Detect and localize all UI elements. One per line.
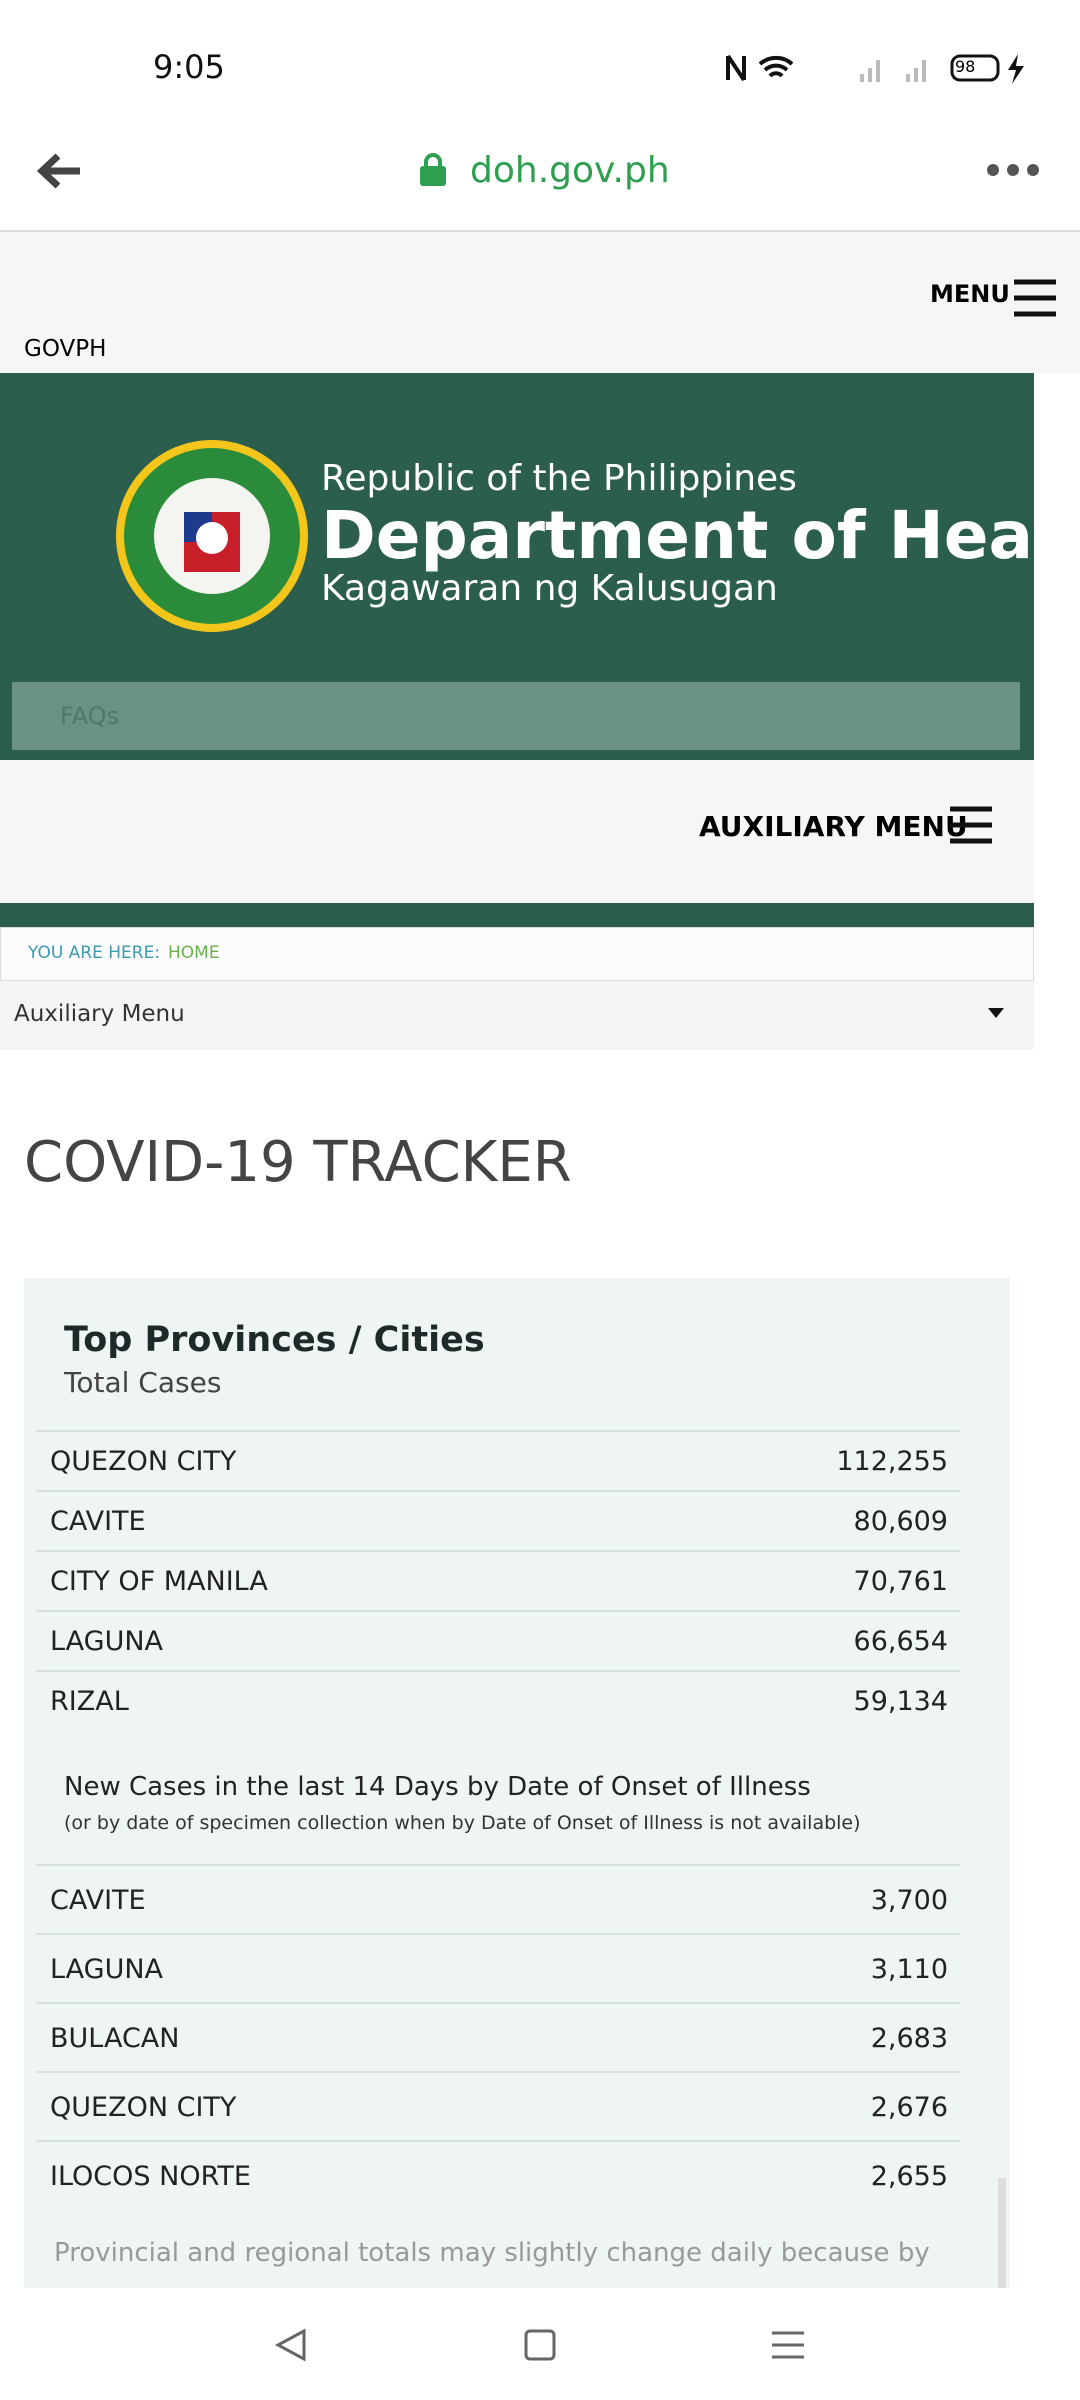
- table-row: LAGUNA 66,654: [36, 1610, 960, 1672]
- row-name: CITY OF MANILA: [50, 1566, 268, 1597]
- battery: 98: [955, 57, 976, 76]
- row-name: LAGUNA: [50, 1626, 164, 1657]
- table-row: CITY OF MANILA 70,761: [36, 1550, 960, 1612]
- table-row: CAVITE 3,700: [36, 1864, 960, 1935]
- breadcrumb-label: YOU ARE HERE:: [28, 943, 161, 963]
- nav-menu[interactable]: [772, 2331, 804, 2359]
- row-name: CAVITE: [50, 1506, 146, 1537]
- row-value: 112,255: [836, 1446, 948, 1477]
- row-value: 59,134: [853, 1686, 948, 1717]
- row-name: QUEZON CITY: [50, 2091, 237, 2123]
- doh-seal: [116, 440, 308, 632]
- aux-menu-label[interactable]: AUXILIARY MENU: [699, 810, 968, 843]
- row-name: CAVITE: [50, 1884, 146, 1916]
- scrollbar: [998, 2178, 1006, 2288]
- new-heading: New Cases in the last 14 Days by Date of…: [64, 1772, 811, 1802]
- status-icons: [726, 54, 1024, 84]
- row-name: QUEZON CITY: [50, 1446, 237, 1477]
- aux-menu-bar: [0, 760, 1034, 903]
- row-name: RIZAL: [50, 1686, 129, 1717]
- row-value: 80,609: [853, 1506, 948, 1537]
- table-row: BULACAN 2,683: [36, 2002, 960, 2073]
- card-subtitle: Total Cases: [64, 1366, 222, 1399]
- table-row: QUEZON CITY 2,676: [36, 2071, 960, 2142]
- row-value: 66,654: [853, 1626, 948, 1657]
- nav-back[interactable]: [274, 2328, 306, 2362]
- back-button[interactable]: [36, 150, 86, 192]
- banner-line1: Republic of the Philippines: [321, 458, 797, 499]
- row-value: 70,761: [853, 1566, 948, 1597]
- nav-home[interactable]: [524, 2329, 556, 2361]
- row-value: 2,676: [870, 2091, 948, 2123]
- more-button[interactable]: [985, 162, 1041, 178]
- row-value: 2,655: [870, 2160, 948, 2192]
- nav-bar: [274, 2328, 804, 2362]
- table-row: RIZAL 59,134: [36, 1670, 960, 1732]
- faqs-bar[interactable]: [12, 682, 1020, 750]
- tracker-card: Top Provinces / Cities Total Cases New C…: [24, 1278, 1010, 2288]
- table-row: QUEZON CITY 112,255: [36, 1430, 960, 1492]
- row-name: ILOCOS NORTE: [50, 2160, 251, 2192]
- breadcrumb: [0, 927, 1034, 981]
- lock-icon: [420, 153, 446, 186]
- govph[interactable]: GOVPH: [24, 336, 107, 362]
- site-header: [0, 232, 1080, 373]
- row-name: LAGUNA: [50, 1953, 164, 1985]
- new-note: (or by date of specimen collection when …: [64, 1812, 861, 1834]
- row-value: 3,110: [870, 1953, 948, 1985]
- footnote: Provincial and regional totals may sligh…: [54, 2238, 930, 2268]
- time: 9:05: [153, 48, 225, 86]
- menu-label[interactable]: MENU: [930, 280, 1010, 308]
- row-value: 3,700: [870, 1884, 948, 1916]
- dropdown-label[interactable]: Auxiliary Menu: [14, 1001, 185, 1027]
- banner-line3: Kagawaran ng Kalusugan: [321, 568, 778, 609]
- page-title: COVID-19 TRACKER: [24, 1130, 572, 1195]
- dropdown-caret[interactable]: [988, 1008, 1004, 1018]
- row-value: 2,683: [870, 2022, 948, 2054]
- faqs[interactable]: FAQs: [60, 702, 119, 730]
- card-title: Top Provinces / Cities: [64, 1320, 485, 1360]
- table-row: CAVITE 80,609: [36, 1490, 960, 1552]
- aux-menu-icon[interactable]: [948, 805, 994, 845]
- divider: [0, 230, 1080, 232]
- url[interactable]: doh.gov.ph: [470, 150, 670, 191]
- green-strip: [0, 903, 1034, 927]
- banner-line2: Department of Health: [321, 497, 1080, 574]
- breadcrumb-home[interactable]: HOME: [168, 943, 220, 963]
- table-row: LAGUNA 3,110: [36, 1933, 960, 2004]
- row-name: BULACAN: [50, 2022, 180, 2054]
- table-row: ILOCOS NORTE 2,655: [36, 2140, 960, 2211]
- menu-icon[interactable]: [1012, 278, 1058, 318]
- dropdown[interactable]: [0, 981, 1034, 1050]
